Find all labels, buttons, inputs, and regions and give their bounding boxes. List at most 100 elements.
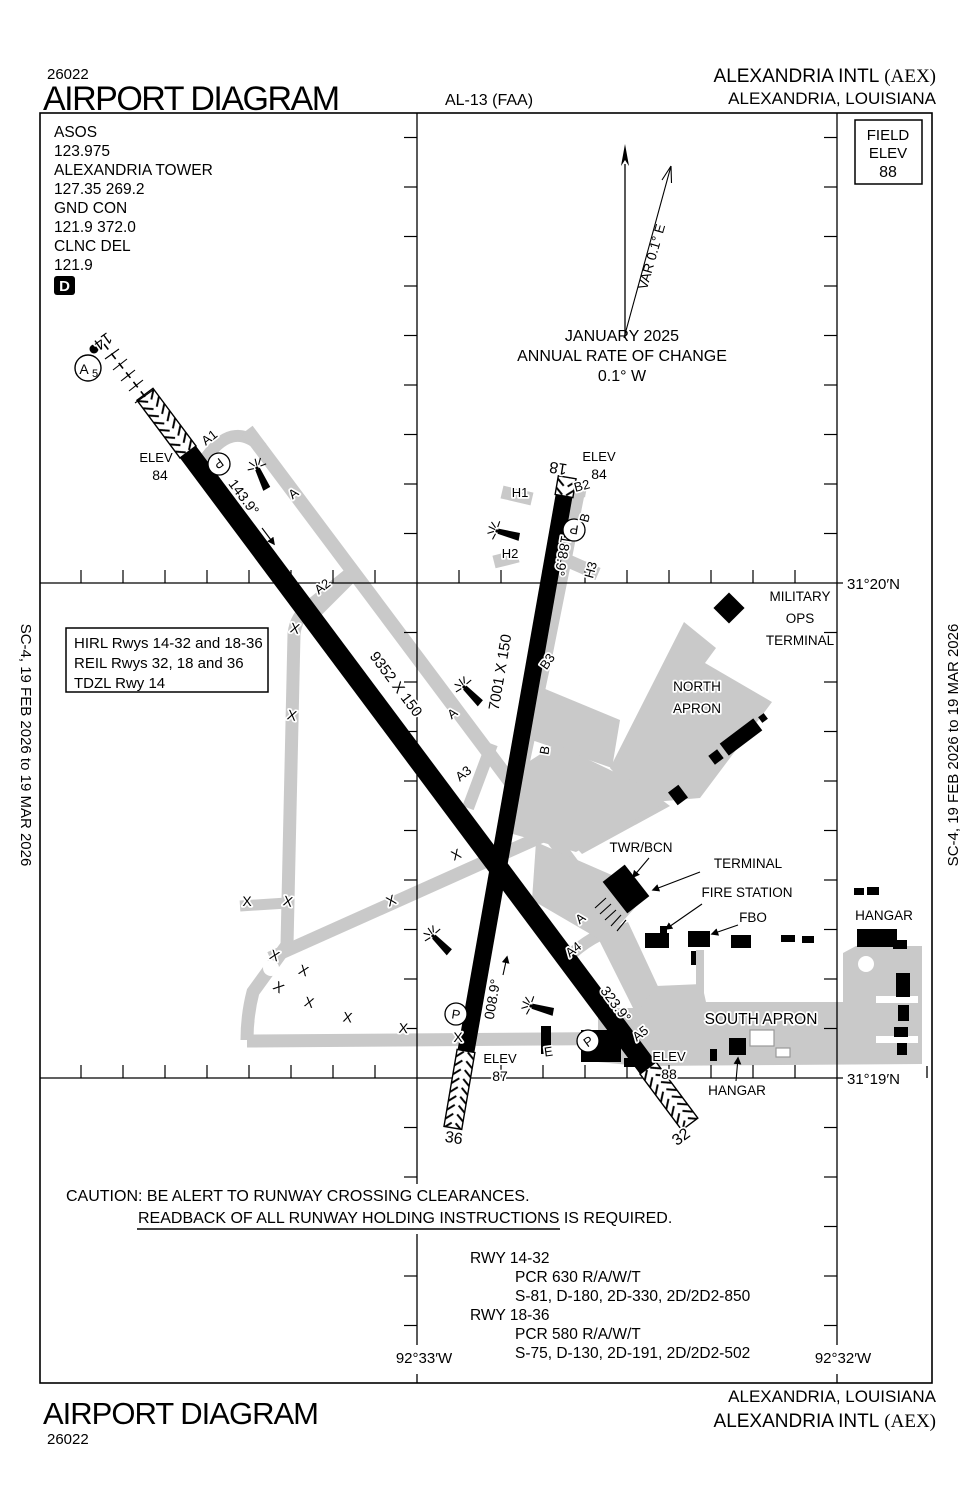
graticule-ticks [80, 136, 837, 1327]
taxiway-label-b2: B2 [572, 476, 591, 495]
clearance-freq: 121.9 [54, 257, 93, 274]
hangar-south-arrow [733, 1056, 742, 1082]
runway-32-number: 32 [669, 1125, 693, 1149]
military-ops-label-1: MILITARY [769, 589, 830, 604]
clearance-label: CLNC DEL [54, 238, 131, 255]
runway-18-number: 18 [548, 458, 568, 478]
runway-data-block: RWY 14-32 PCR 630 R/A/W/T S-81, D-180, 2… [470, 1250, 751, 1362]
tower-freq: 127.35 269.2 [54, 181, 145, 198]
rwy-14-32-label: RWY 14-32 [470, 1250, 550, 1267]
lighting-box-border [65, 627, 269, 693]
north-apron-label-2: APRON [673, 701, 721, 716]
longitude-label-west: 92°33′W [396, 1350, 453, 1367]
procedure-code: AL-13 (FAA) [445, 92, 533, 109]
header-chart-number: 26022 [47, 66, 89, 83]
east-building-2 [898, 1005, 909, 1021]
south-apron-pavement [598, 946, 922, 1066]
tower-beacon-label: TWR/BCN [610, 840, 673, 855]
north-apron-building-1 [719, 718, 763, 756]
variation-label: VAR 0.1° E [635, 222, 668, 291]
field-elev-line2: ELEV [869, 145, 907, 162]
atis-d-icon [54, 276, 75, 295]
fbo-building-3 [731, 935, 751, 948]
asos-label: ASOS [54, 124, 97, 141]
header-city-state: ALEXANDRIA, LOUISIANA [728, 89, 937, 108]
military-ops-label-3: TERMINAL [766, 633, 835, 648]
field-elevation-box: FIELD ELEV 88 [854, 119, 923, 185]
comm-frequency-block: ASOS 123.975 ALEXANDRIA TOWER 127.35 269… [54, 124, 213, 295]
small-building-1 [660, 926, 667, 933]
south-apron-building-1 [541, 1026, 551, 1054]
taxiway-island [263, 960, 279, 976]
closed-taxiway-x-mark: X [342, 1008, 354, 1025]
rwy-14-32-pcr: PCR 630 R/A/W/T [515, 1269, 641, 1286]
apron-b-merge [506, 744, 660, 852]
outlined-building-2 [775, 1047, 791, 1058]
north-apron-label-1: NORTH [673, 679, 721, 694]
runway-14-32 [179, 446, 657, 1074]
closed-taxiway-west-stub [239, 897, 288, 912]
closed-taxiway-x-mark: X [242, 893, 252, 909]
reil-note: REIL Rwys 32, 18 and 36 [74, 655, 244, 672]
beacon-light-icon-4 [419, 922, 458, 959]
closed-taxiway-x-mark: X [303, 993, 317, 1011]
closed-taxiway-x-mark: X [398, 1020, 409, 1037]
caution-backing [62, 1184, 666, 1234]
approach-light-system-circle [74, 354, 102, 382]
longitude-label-east: 92°32′W [815, 1350, 872, 1367]
lighting-info-box: HIRL Rwys 14-32 and 18-36 REIL Rwys 32, … [65, 627, 269, 693]
hangar-south-building [729, 1038, 746, 1055]
footer-airport-name: ALEXANDRIA INTL (AEX) [714, 1411, 936, 1432]
taxiway-a3-connector [462, 741, 498, 811]
beacon-light-icon-2 [486, 519, 522, 545]
elev-value-rwy32: 88 [661, 1066, 677, 1082]
closed-taxiway-x-mark: X [297, 961, 312, 979]
military-ops-building [713, 592, 745, 624]
footer-city-state: ALEXANDRIA, LOUISIANA [728, 1387, 937, 1406]
approach-light-bars [104, 348, 154, 404]
rwy-18-36-label: RWY 18-36 [470, 1307, 550, 1324]
fire-station-building [645, 933, 669, 948]
taxiway-h3-stub [563, 554, 601, 580]
parking-circle-rwy18: P [562, 518, 586, 542]
header-airport-name-text: ALEXANDRIA INTL [714, 66, 880, 87]
magnetic-variation-arrows: VAR 0.1° E [621, 144, 673, 339]
ramp-south-lane [596, 922, 668, 1014]
true-north-arrowhead [621, 144, 629, 166]
footer-airport-name-text: ALEXANDRIA INTL [714, 1411, 880, 1432]
runway-14-displaced-threshold [135, 387, 197, 459]
latitude-label-north: 31°20′N [847, 576, 900, 593]
taxiway-label-a3: A3 [452, 763, 474, 785]
apron-notch-2 [876, 1036, 918, 1043]
hangar-small-2 [867, 887, 879, 895]
magnetic-north-arrow [623, 165, 672, 339]
taxiway-label-h1: H1 [512, 485, 529, 500]
runway-14-approach-lights: A 5 [74, 343, 154, 404]
approach-light-system-dot [89, 344, 99, 354]
fbo-building-2 [691, 951, 696, 965]
south-apron-building-4 [710, 1049, 717, 1061]
tower-rays [594, 897, 627, 932]
asos-freq: 123.975 [54, 143, 110, 160]
taxiway-label-h2: H2 [502, 546, 519, 561]
ground-label: GND CON [54, 200, 127, 217]
closed-taxiway-southwest [240, 941, 293, 1041]
rwy-14-32-codes: S-81, D-180, 2D-330, 2D/2D2-850 [515, 1288, 751, 1305]
caution-line-1: CAUTION: BE ALERT TO RUNWAY CROSSING CLE… [66, 1188, 530, 1205]
closed-taxiway-x-mark: X [448, 845, 464, 864]
tdzl-note: TDZL Rwy 14 [74, 675, 165, 692]
hangar-east-building [857, 929, 897, 947]
footer-title: AIRPORT DIAGRAM [43, 1396, 318, 1431]
runway-36-displaced-threshold [443, 1048, 476, 1131]
elev-value-rwy14: 84 [152, 467, 168, 483]
parking-letter: P [450, 1006, 461, 1022]
chart-border [39, 112, 933, 1384]
runway-36-heading-arrow [501, 955, 510, 976]
apron-b-arm [526, 686, 620, 768]
approach-light-system-letter: A [79, 361, 89, 377]
hangar-east-annex [893, 940, 907, 949]
runway-18-threshold-block [554, 474, 577, 499]
military-ops-label-2: OPS [786, 611, 815, 626]
elev-label-rwy32: ELEV [652, 1049, 686, 1064]
